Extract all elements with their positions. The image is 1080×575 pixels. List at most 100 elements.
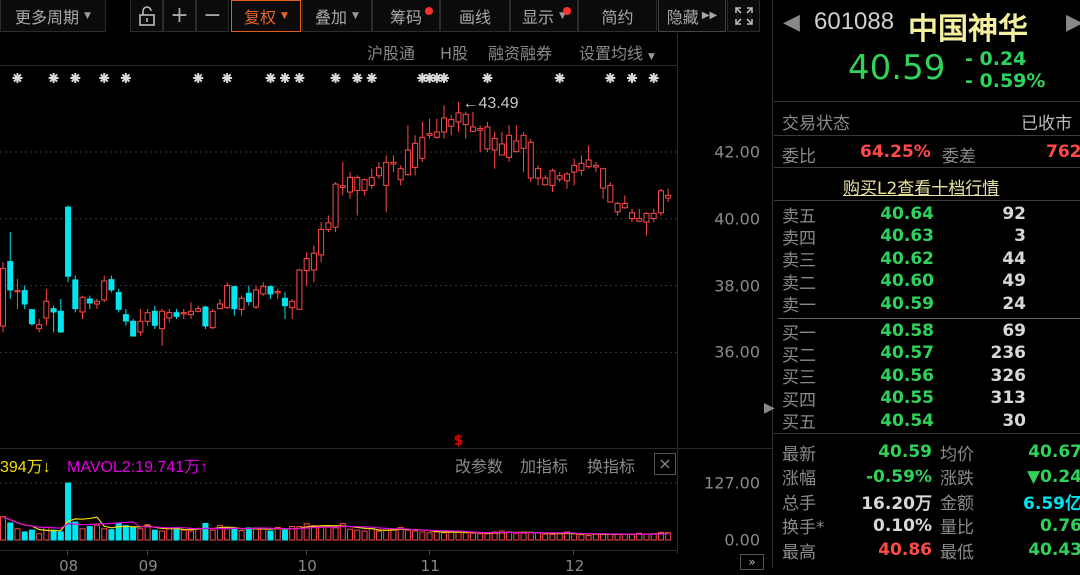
- candle-body: [462, 113, 469, 126]
- event-marker-icon[interactable]: [294, 73, 305, 83]
- ask-price: 40.63: [880, 226, 934, 247]
- add-indicator-button[interactable]: 加指标: [520, 457, 569, 476]
- max-price-annotation: ←43.49: [462, 95, 518, 112]
- candle-body: [563, 173, 570, 182]
- event-marker-icon[interactable]: [417, 73, 428, 83]
- double-chevron-right-icon: ▶▶: [701, 10, 718, 21]
- ask-row: 卖一 40.59 24: [782, 293, 1080, 317]
- volume-bar: [520, 532, 527, 541]
- event-marker-icon[interactable]: [648, 73, 659, 83]
- volume-bar: [65, 482, 72, 541]
- candle-body: [592, 164, 599, 168]
- event-marker-icon[interactable]: [330, 73, 341, 83]
- prev-stock-icon[interactable]: ◀: [783, 10, 800, 35]
- event-marker-icon[interactable]: [279, 73, 290, 83]
- candle: [629, 208, 636, 223]
- event-marker-icon[interactable]: [554, 73, 565, 83]
- zoom-out-button[interactable]: −: [196, 0, 229, 32]
- stat-label: 总手: [782, 493, 816, 514]
- event-marker-icon[interactable]: [265, 73, 276, 83]
- candle-body: [325, 222, 332, 230]
- volume-bar: [491, 531, 498, 541]
- collapse-handle-icon[interactable]: ▶: [764, 400, 775, 416]
- h-share-link[interactable]: H股: [440, 44, 469, 63]
- volume-bar: [361, 530, 368, 541]
- event-marker-icon[interactable]: [193, 73, 204, 83]
- overlay-dropdown[interactable]: 叠加 ▼: [302, 0, 372, 32]
- hk-connect-link[interactable]: 沪股通: [367, 44, 416, 63]
- candle: [0, 262, 6, 333]
- candle-body: [130, 320, 137, 337]
- display-label: 显示: [522, 7, 555, 27]
- zoom-in-button[interactable]: +: [163, 0, 196, 32]
- volume-bar: [260, 527, 267, 541]
- candle: [563, 172, 570, 189]
- edit-params-button[interactable]: 改参数: [455, 457, 504, 476]
- event-marker-icon[interactable]: [424, 73, 435, 83]
- candle-body: [231, 286, 238, 310]
- fuquan-dropdown[interactable]: 复权 ▼: [231, 0, 301, 32]
- draw-button[interactable]: 画线: [440, 0, 510, 32]
- next-stock-icon[interactable]: ▶: [1066, 10, 1080, 35]
- event-marker-icon[interactable]: [431, 73, 442, 83]
- event-marker-icon[interactable]: [70, 73, 81, 83]
- candle: [578, 155, 585, 176]
- candle: [57, 298, 64, 333]
- candle: [657, 188, 664, 216]
- ask-price: 40.64: [880, 204, 934, 224]
- event-marker-icon[interactable]: [605, 73, 616, 83]
- candle: [281, 292, 288, 319]
- event-marker-icon[interactable]: [439, 73, 450, 83]
- candle: [383, 155, 390, 213]
- candle: [469, 111, 476, 132]
- date-tick: [67, 550, 69, 555]
- event-marker-icon[interactable]: [352, 73, 363, 83]
- margin-trading-link[interactable]: 融资融券: [488, 44, 553, 63]
- volume-bar: [245, 527, 252, 541]
- bid-price: 40.54: [880, 410, 934, 431]
- event-marker-icon[interactable]: [482, 73, 493, 83]
- price-tick-label: 40.00: [714, 209, 760, 229]
- candlestick-chart[interactable]: ←43.49 $: [0, 65, 677, 448]
- set-ma-dropdown[interactable]: 设置均线 ▼: [579, 40, 655, 64]
- event-marker-icon[interactable]: [222, 73, 233, 83]
- candle-body: [209, 310, 216, 329]
- bid-row: 买三 40.56 326: [782, 365, 1080, 389]
- divider: [774, 135, 1080, 136]
- close-indicator-button[interactable]: ×: [654, 453, 676, 475]
- volume-bar: [441, 532, 448, 541]
- switch-indicator-button[interactable]: 换指标: [587, 457, 636, 476]
- event-marker-icon[interactable]: [120, 73, 131, 83]
- event-marker-icon[interactable]: [12, 73, 23, 83]
- fullscreen-button[interactable]: [727, 0, 760, 32]
- event-marker-icon[interactable]: [99, 73, 110, 83]
- stat-label: 金额: [940, 493, 974, 514]
- candle: [332, 182, 339, 233]
- chips-button[interactable]: 筹码: [372, 0, 440, 32]
- stat-row: 换手* 0.10% 量比 0.76: [782, 514, 1080, 539]
- lock-button[interactable]: [130, 0, 163, 32]
- candle: [260, 282, 267, 296]
- candle-body: [21, 290, 28, 305]
- buy-l2-link[interactable]: 购买L2查看十档行情: [843, 179, 1000, 199]
- candle: [643, 212, 650, 236]
- candle: [347, 172, 354, 199]
- ask-price: 40.60: [880, 271, 934, 292]
- hide-button[interactable]: 隐藏 ▶▶: [658, 0, 726, 32]
- stat-label: 量比: [940, 518, 974, 539]
- period-dropdown[interactable]: 更多周期 ▼: [0, 0, 106, 32]
- caret-down-icon: ▼: [648, 52, 655, 62]
- simple-button[interactable]: 简约: [578, 0, 657, 32]
- event-marker-icon[interactable]: [627, 73, 638, 83]
- volume-bar: [636, 532, 643, 541]
- event-marker-icon[interactable]: [48, 73, 59, 83]
- volume-bar: [477, 533, 484, 541]
- stat-value: 6.59亿: [1023, 493, 1080, 514]
- display-dropdown[interactable]: 显示 ▼: [510, 0, 578, 32]
- candle-body: [195, 308, 202, 312]
- volume-bar: [36, 533, 43, 541]
- volume-bar: [79, 528, 86, 541]
- price-tick-label: 36.00: [714, 342, 760, 362]
- event-marker-icon[interactable]: [366, 73, 377, 83]
- s-marker-icon[interactable]: $: [454, 433, 464, 448]
